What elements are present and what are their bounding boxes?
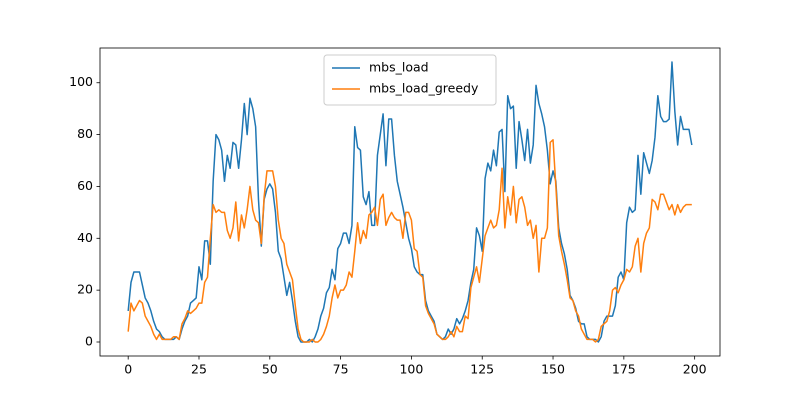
x-tick-label: 75 [333,362,349,377]
x-tick-label: 175 [612,362,636,377]
series-line [127,61,693,343]
legend-label: mbs_load [369,60,429,75]
legend: mbs_load mbs_load_greedy [323,54,497,106]
legend-label: mbs_load_greedy [369,81,479,96]
axes-frame [99,47,721,357]
x-tick-label: 0 [124,362,132,377]
x-tick-label: 150 [541,362,565,377]
x-tick-label: 50 [262,362,278,377]
series-line [127,139,692,343]
y-tick-label: 20 [77,282,93,297]
y-tick-label: 0 [85,334,93,349]
x-tick-label: 200 [683,362,707,377]
legend-frame [323,54,497,106]
y-tick-label: 40 [77,230,93,245]
x-tick-label: 125 [470,362,494,377]
y-tick-label: 100 [69,74,93,89]
x-tick-label: 25 [191,362,207,377]
x-tick-label: 100 [399,362,423,377]
y-tick-label: 60 [77,178,93,193]
y-tick-label: 80 [77,126,93,141]
